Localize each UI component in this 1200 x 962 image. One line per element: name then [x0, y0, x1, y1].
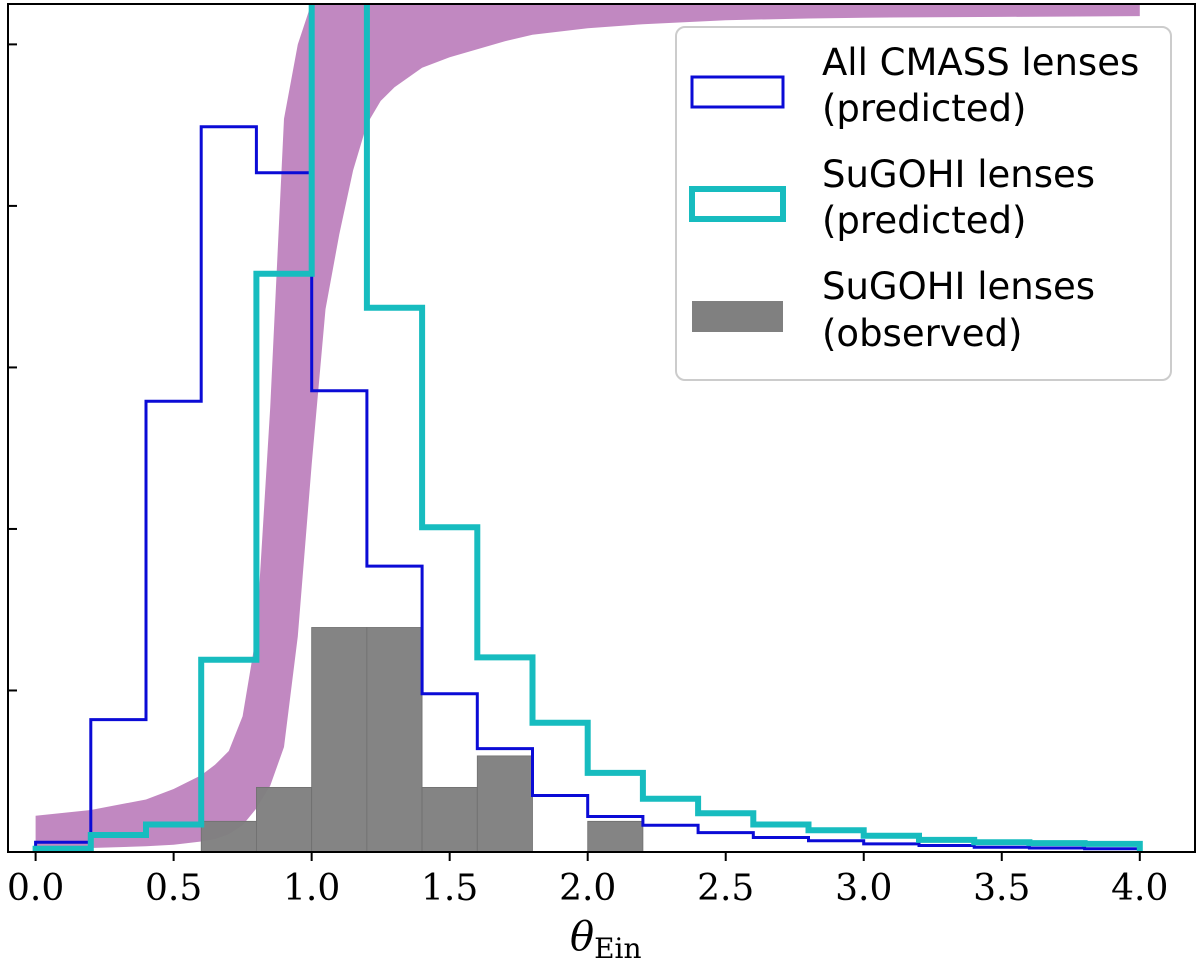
observed-bar [421, 786, 478, 852]
observed-bar [366, 627, 423, 852]
axes-frame [7, 3, 1196, 853]
y-axis-ticks [8, 43, 17, 692]
observed-bar [476, 755, 533, 852]
legend-label-sugohi-observed-line2: (observed) [822, 312, 1022, 355]
x-tick-label: 0.5 [145, 868, 202, 909]
legend-label-all-cmass-line1: All CMASS lenses [822, 41, 1139, 84]
x-tick-label: 2.5 [697, 868, 754, 909]
x-axis-label-subscript: Ein [594, 932, 641, 962]
legend-label-sugohi-predicted-line1: SuGOHI lenses [822, 153, 1095, 196]
x-tick-label: 3.0 [835, 868, 892, 909]
x-axis-ticks: 0.0 0.5 1.0 1.5 2.0 2.5 3.0 3.5 4.0 [7, 852, 1168, 909]
legend-swatch-sugohi-predicted [689, 186, 786, 222]
observed-bar [200, 820, 257, 852]
observed-bar [311, 627, 368, 852]
x-tick-label: 2.0 [559, 868, 616, 909]
observed-bar [256, 786, 313, 852]
series-sugohi-predicted-step [32, 4, 1143, 852]
plot-area [32, 4, 1143, 852]
legend-swatch-all-cmass [690, 75, 785, 109]
x-tick-label: 4.0 [1111, 868, 1168, 909]
x-tick-label: 1.0 [283, 868, 340, 909]
legend-swatch-sugohi-observed [692, 301, 783, 332]
legend-label-all-cmass-line2: (predicted) [822, 87, 1026, 130]
series-all-cmass-step [34, 125, 1142, 852]
observed-bar [587, 820, 644, 852]
x-tick-label: 3.5 [973, 868, 1030, 909]
legend-frame [675, 26, 1172, 381]
x-tick-label: 0.0 [7, 868, 64, 909]
legend: All CMASS lenses (predicted) SuGOHI lens… [675, 26, 1172, 381]
x-axis-label-theta: θ [570, 914, 594, 960]
legend-label-sugohi-predicted-line2: (predicted) [822, 199, 1026, 242]
legend-label-sugohi-observed-line1: SuGOHI lenses [822, 265, 1095, 308]
observed-bars [200, 627, 644, 852]
x-axis-label: θEin [570, 914, 642, 962]
x-tick-label: 1.5 [421, 868, 478, 909]
